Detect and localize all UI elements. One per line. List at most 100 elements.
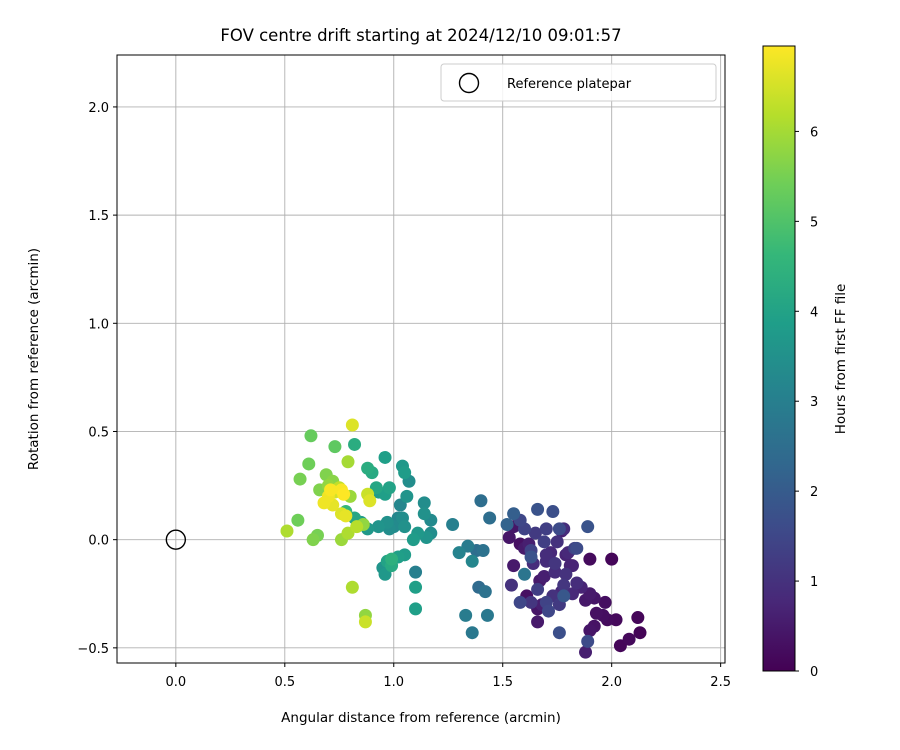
data-point xyxy=(559,567,573,581)
data-point xyxy=(528,526,542,540)
y-tick-label: −0.5 xyxy=(77,642,109,657)
data-point xyxy=(400,489,414,503)
data-points xyxy=(280,418,647,659)
data-point xyxy=(417,507,431,521)
x-tick-label: 0.0 xyxy=(165,675,186,690)
data-point xyxy=(537,535,551,549)
colorbar-tick-label: 3 xyxy=(810,395,818,410)
y-tick-label: 0.5 xyxy=(88,425,109,440)
data-point xyxy=(589,606,603,620)
data-point xyxy=(409,602,423,616)
data-point xyxy=(358,615,372,629)
data-point xyxy=(341,455,355,469)
data-point xyxy=(382,481,396,495)
data-point xyxy=(385,552,399,566)
data-point xyxy=(539,548,553,562)
data-point xyxy=(504,578,518,592)
chart-title: FOV centre drift starting at 2024/12/10 … xyxy=(220,26,621,45)
data-point xyxy=(507,559,521,573)
data-point xyxy=(524,550,538,564)
data-point xyxy=(409,580,423,594)
data-point xyxy=(579,645,593,659)
data-point xyxy=(570,576,584,590)
data-point xyxy=(548,556,562,570)
y-axis-label: Rotation from reference (arcmin) xyxy=(26,248,42,470)
data-point xyxy=(452,546,466,560)
data-point xyxy=(372,520,386,534)
data-point xyxy=(363,494,377,508)
data-point xyxy=(304,429,318,443)
data-point xyxy=(345,580,359,594)
data-point xyxy=(622,632,636,646)
x-tick-label: 2.5 xyxy=(710,675,731,690)
data-point xyxy=(557,578,571,592)
data-point xyxy=(398,520,412,534)
reference-marker xyxy=(165,529,187,550)
data-point xyxy=(500,518,514,532)
data-point xyxy=(417,496,431,510)
data-point xyxy=(513,595,527,609)
x-axis-ticks: 0.0 0.5 1.0 1.5 2.0 2.5 xyxy=(165,663,731,690)
data-point xyxy=(539,522,553,536)
legend: Reference platepar xyxy=(440,63,717,102)
data-point xyxy=(291,513,305,527)
x-tick-label: 2.0 xyxy=(601,675,622,690)
data-point xyxy=(409,565,423,579)
colorbar-tick-label: 2 xyxy=(810,485,818,500)
y-tick-label: 0.0 xyxy=(88,534,109,549)
colorbar-tick-label: 5 xyxy=(810,215,818,230)
data-point xyxy=(537,569,551,583)
y-tick-label: 1.5 xyxy=(88,209,109,224)
data-point xyxy=(406,533,420,547)
colorbar-tick-label: 6 xyxy=(810,125,818,140)
data-point xyxy=(337,487,351,501)
colorbar-label: Hours from first FF file xyxy=(833,284,849,435)
data-point xyxy=(605,552,619,566)
x-tick-label: 0.5 xyxy=(274,675,295,690)
x-tick-label: 1.5 xyxy=(492,675,513,690)
data-point xyxy=(518,567,532,581)
y-tick-label: 2.0 xyxy=(88,101,109,116)
data-point xyxy=(324,483,338,497)
data-point xyxy=(570,541,584,555)
data-point xyxy=(552,626,566,640)
data-point xyxy=(350,520,364,534)
data-point xyxy=(280,524,294,538)
y-axis-ticks: −0.5 0.0 0.5 1.0 1.5 2.0 xyxy=(77,101,117,657)
grid-lines xyxy=(117,55,725,663)
data-point xyxy=(581,634,595,648)
reference-platepar-marker xyxy=(165,529,187,550)
data-point xyxy=(474,494,488,508)
y-tick-label: 1.0 xyxy=(88,317,109,332)
data-point xyxy=(531,502,545,516)
data-point xyxy=(552,522,566,536)
colorbar-tick-label: 0 xyxy=(810,665,818,680)
data-point xyxy=(446,518,460,532)
data-point xyxy=(502,531,516,545)
data-point xyxy=(459,608,473,622)
data-point xyxy=(398,466,412,480)
data-point xyxy=(531,582,545,596)
data-point xyxy=(583,552,597,566)
data-point xyxy=(550,535,564,549)
data-point xyxy=(524,595,538,609)
data-point xyxy=(345,418,359,432)
data-point xyxy=(483,511,497,525)
data-point xyxy=(633,626,647,640)
colorbar-tick-label: 1 xyxy=(810,575,818,590)
data-point xyxy=(541,604,555,618)
data-point xyxy=(317,496,331,510)
data-point xyxy=(348,437,362,451)
data-point xyxy=(339,509,353,523)
plot-frame xyxy=(116,54,726,664)
data-point xyxy=(293,472,307,486)
data-point xyxy=(583,624,597,638)
data-point xyxy=(378,450,392,464)
data-point xyxy=(480,608,494,622)
legend-marker-open-circle xyxy=(458,72,480,94)
data-point xyxy=(581,520,595,534)
colorbar-ticks: 0 1 2 3 4 5 6 xyxy=(795,125,818,680)
data-point xyxy=(546,505,560,519)
data-point xyxy=(507,507,521,521)
